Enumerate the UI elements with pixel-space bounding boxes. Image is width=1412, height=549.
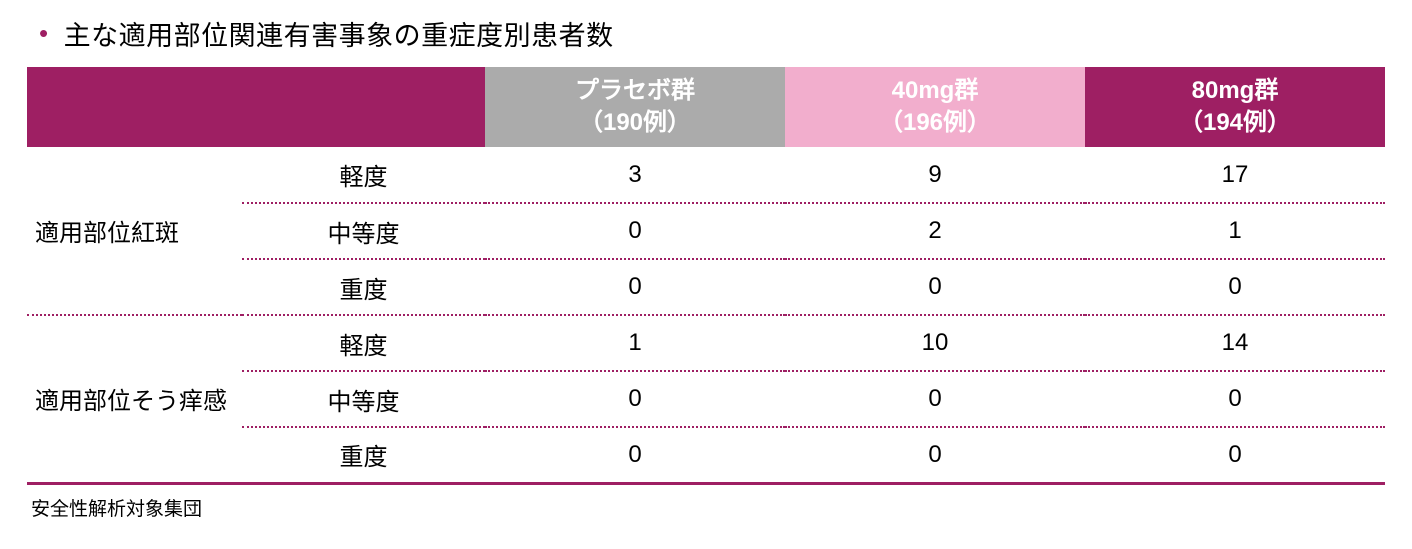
severity-cell: 重度 [242,259,485,316]
header-placebo-group: プラセボ群 （190例） [485,67,785,147]
table-row: 中等度 0 2 1 [27,203,1385,260]
header-row: プラセボ群 （190例） 40mg群 （196例） 80mg群 （194例） [27,67,1385,147]
value-cell-placebo: 1 [485,315,785,372]
table-row: 適用部位紅斑 軽度 3 9 17 [27,147,1385,316]
severity-cell: 軽度 [242,315,485,372]
group-label-erythema: 適用部位紅斑 [27,147,242,316]
value-cell-80mg: 17 [1085,147,1385,204]
page-title: • 主な適用部位関連有害事象の重症度別患者数 [27,8,1385,67]
header-label-line1: プラセボ群 [575,76,695,104]
severity-cell: 中等度 [242,203,485,260]
title-bullet-icon: • [39,17,49,48]
header-corner-cell [27,67,485,147]
value-cell-placebo: 0 [485,259,785,316]
group-label-pruritus: 適用部位そう痒感 [27,315,242,483]
value-cell-placebo: 0 [485,203,785,260]
header-80mg-group: 80mg群 （194例） [1085,67,1385,147]
value-cell-40mg: 9 [785,147,1085,204]
severity-cell: 重度 [242,427,485,483]
table-row: 重度 0 0 0 [27,259,1385,316]
value-cell-40mg: 0 [785,259,1085,316]
value-cell-40mg: 0 [785,371,1085,428]
table-row: 重度 0 0 0 [27,427,1385,483]
value-cell-placebo: 3 [485,147,785,204]
value-cell-placebo: 0 [485,427,785,483]
value-cell-40mg: 0 [785,427,1085,483]
severity-cell: 中等度 [242,371,485,428]
header-label-line2: （196例） [878,109,992,136]
value-cell-80mg: 0 [1085,371,1385,428]
table-row: 中等度 0 0 0 [27,371,1385,428]
value-cell-placebo: 0 [485,371,785,428]
title-text: 主な適用部位関連有害事象の重症度別患者数 [63,21,614,51]
header-label-line1: 80mg群 [1191,76,1279,104]
value-cell-80mg: 0 [1085,259,1385,316]
value-cell-80mg: 14 [1085,315,1385,372]
footnote: 安全性解析対象集団 [31,498,203,520]
header-label-line2: （190例） [578,109,692,136]
adverse-events-table: プラセボ群 （190例） 40mg群 （196例） 80mg群 （194例） 適… [27,67,1385,485]
header-40mg-group: 40mg群 （196例） [785,67,1085,147]
header-label-line1: 40mg群 [891,76,979,104]
value-cell-40mg: 2 [785,203,1085,260]
value-cell-40mg: 10 [785,315,1085,372]
value-cell-80mg: 1 [1085,203,1385,260]
severity-cell: 軽度 [242,147,485,204]
header-label-line2: （194例） [1178,109,1292,136]
value-cell-80mg: 0 [1085,427,1385,483]
table-row: 適用部位そう痒感 軽度 1 10 14 [27,315,1385,483]
